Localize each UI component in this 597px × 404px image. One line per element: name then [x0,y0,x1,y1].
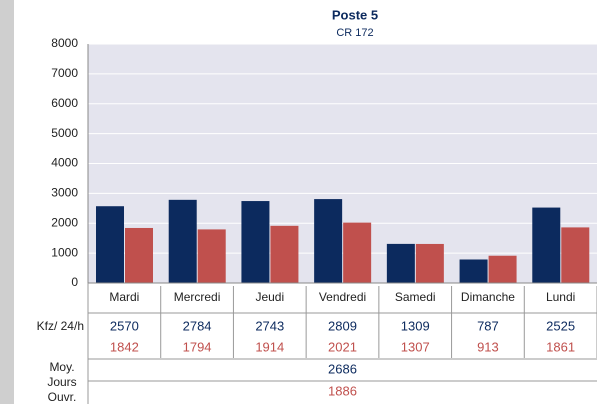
y-tick-label: 8000 [51,36,78,50]
row-label: Jours [47,375,76,389]
bar [387,244,415,283]
table-value: 1307 [401,339,430,354]
x-tick-label: Dimanche [461,290,515,304]
row-label: Kfz/ 24/h [37,319,84,333]
bar [169,200,197,283]
x-tick-label: Lundi [546,290,575,304]
y-tick-label: 1000 [51,245,78,259]
row-label: Ouvr. [48,390,77,404]
y-tick-label: 4000 [51,156,78,170]
average-value: 1886 [328,383,357,398]
x-tick-label: Vendredi [319,290,366,304]
table-value: 2525 [546,318,575,333]
average-value: 2686 [328,361,357,376]
bar [198,229,226,283]
chart-subtitle: CR 172 [336,27,373,39]
table-value: 2570 [110,318,139,333]
table-value: 1309 [401,318,430,333]
bar [241,201,269,283]
bar [270,226,298,283]
table-value: 2743 [255,318,284,333]
table-value: 913 [477,339,499,354]
bar [460,259,488,283]
x-tick-label: Mardi [109,290,139,304]
y-tick-label: 3000 [51,186,78,200]
table-value: 787 [477,318,499,333]
bar [489,256,517,283]
x-tick-label: Mercredi [174,290,221,304]
bar [532,208,560,283]
bar [561,227,589,283]
bar [125,228,153,283]
chart: Poste 5 CR 172 0 1000 2000 3000 4000 5000 6000… [0,0,597,404]
table-value: 2021 [328,339,357,354]
table-value: 1914 [255,339,284,354]
bar [343,223,371,283]
table-value: 1842 [110,339,139,354]
table-value: 1861 [546,339,575,354]
y-tick-label: 2000 [51,215,78,229]
bar [416,244,444,283]
x-tick-label: Jeudi [255,290,284,304]
page: {"chart_data": {"type": "bar", "title": … [0,0,597,404]
bar [314,199,342,283]
y-tick-label: 6000 [51,96,78,110]
table-value: 2809 [328,318,357,333]
table-value: 1794 [183,339,212,354]
y-tick-label: 5000 [51,126,78,140]
y-tick-label: 7000 [51,66,78,80]
y-tick-label: 0 [71,275,78,289]
x-tick-label: Samedi [395,290,436,304]
chart-title: Poste 5 [332,7,378,22]
row-label: Moy. [49,360,74,374]
map-strip [0,0,14,404]
bar [96,206,124,283]
table-value: 2784 [183,318,212,333]
